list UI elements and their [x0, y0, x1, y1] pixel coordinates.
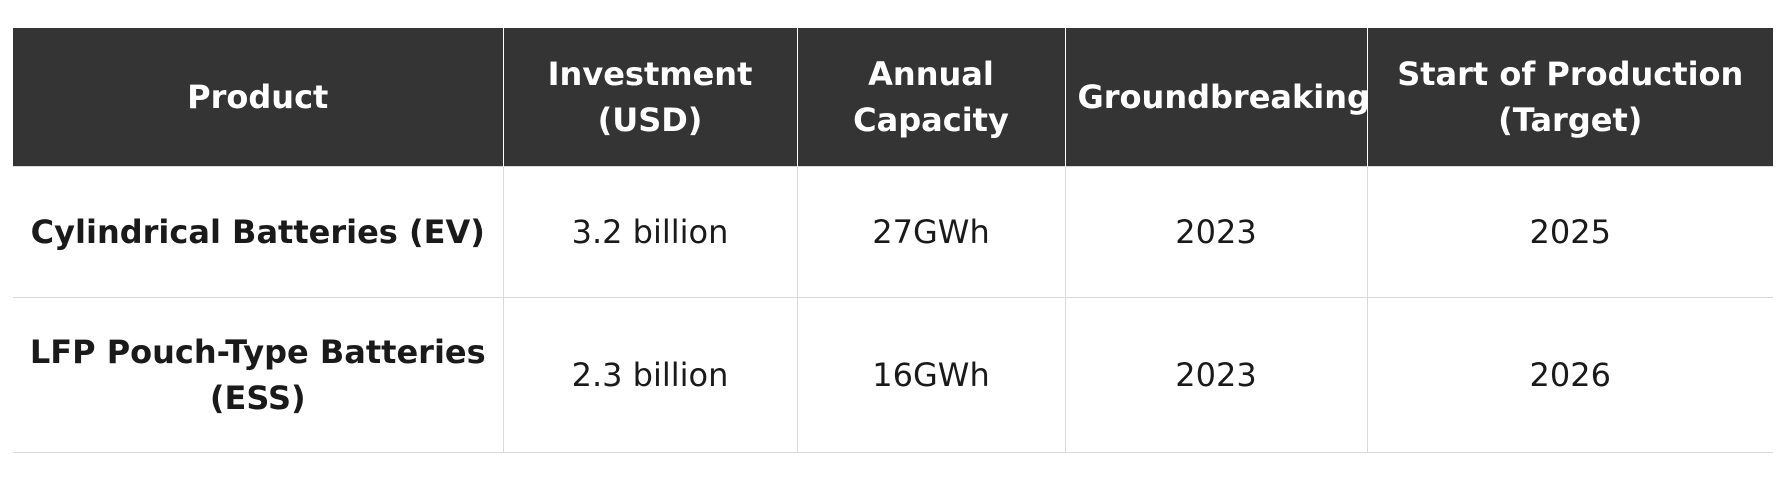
cell-investment: 3.2 billion: [502, 166, 798, 298]
battery-investment-table: Product Investment (USD) Annual Capacity…: [13, 28, 1773, 453]
table-header: Product Investment (USD) Annual Capacity…: [13, 28, 1773, 167]
battery-investment-table-container: Product Investment (USD) Annual Capacity…: [13, 28, 1773, 453]
header-annual-capacity: Annual Capacity: [796, 28, 1066, 167]
cell-groundbreaking: 2023: [1064, 166, 1368, 298]
header-investment: Investment (USD): [502, 28, 798, 167]
cell-start-of-production: 2025: [1366, 166, 1773, 298]
cell-groundbreaking: 2023: [1064, 297, 1368, 453]
cell-start-of-production: 2026: [1366, 297, 1773, 453]
table-row: Cylindrical Batteries (EV) 3.2 billion 2…: [13, 166, 1773, 298]
cell-annual-capacity: 27GWh: [796, 166, 1066, 298]
header-product: Product: [13, 28, 504, 167]
cell-annual-capacity: 16GWh: [796, 297, 1066, 453]
cell-product: Cylindrical Batteries (EV): [13, 166, 504, 298]
header-start-of-production: Start of Production (Target): [1366, 28, 1773, 167]
cell-product: LFP Pouch-Type Batteries (ESS): [13, 297, 504, 453]
cell-investment: 2.3 billion: [502, 297, 798, 453]
header-groundbreaking: Groundbreaking: [1064, 28, 1370, 167]
table-row: LFP Pouch-Type Batteries (ESS) 2.3 billi…: [13, 297, 1773, 453]
table-body: Cylindrical Batteries (EV) 3.2 billion 2…: [13, 166, 1773, 453]
header-row: Product Investment (USD) Annual Capacity…: [13, 28, 1773, 167]
